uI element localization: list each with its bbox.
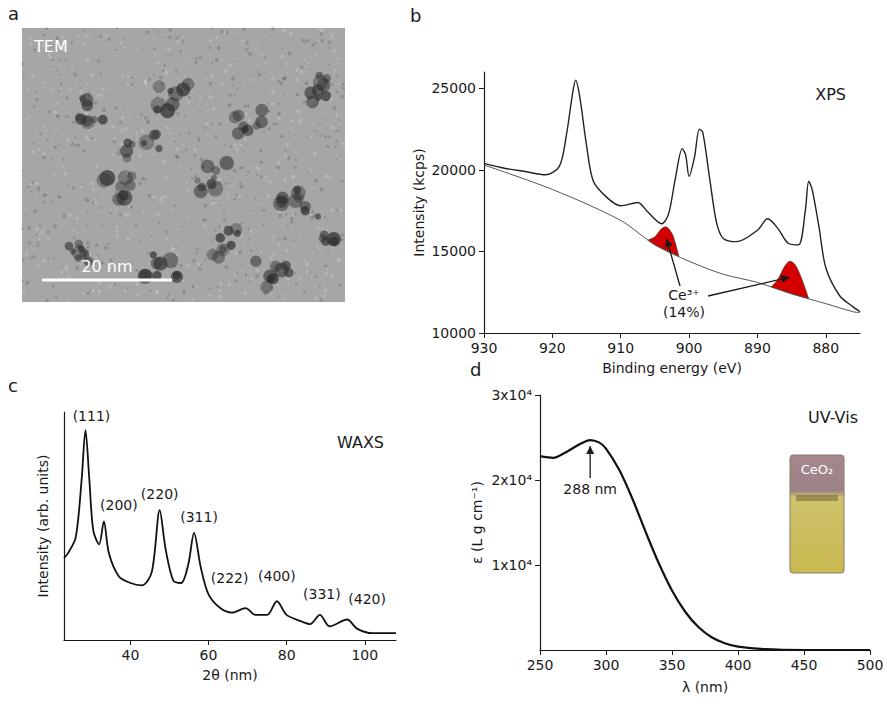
svg-text:CeO₂: CeO₂ — [801, 462, 834, 477]
svg-text:(420): (420) — [348, 591, 386, 607]
svg-text:(14%): (14%) — [663, 304, 705, 320]
svg-text:400: 400 — [725, 657, 752, 673]
svg-text:(331): (331) — [303, 586, 341, 602]
svg-text:1x10⁴: 1x10⁴ — [491, 557, 532, 573]
svg-text:250: 250 — [527, 657, 554, 673]
svg-text:60: 60 — [200, 647, 218, 663]
svg-text:500: 500 — [857, 657, 884, 673]
svg-text:(311): (311) — [180, 509, 218, 525]
svg-text:Ce³⁺: Ce³⁺ — [668, 287, 699, 303]
svg-text:880: 880 — [812, 340, 839, 356]
svg-text:910: 910 — [607, 340, 634, 356]
svg-text:40: 40 — [121, 647, 139, 663]
svg-text:(111): (111) — [73, 408, 111, 424]
svg-text:300: 300 — [593, 657, 620, 673]
svg-text:ε (L g cm⁻¹): ε (L g cm⁻¹) — [469, 481, 485, 564]
svg-text:TEM: TEM — [33, 37, 68, 56]
svg-text:25000: 25000 — [431, 80, 476, 96]
svg-text:350: 350 — [659, 657, 686, 673]
svg-text:c: c — [8, 375, 18, 396]
svg-text:450: 450 — [791, 657, 818, 673]
svg-text:(200): (200) — [100, 497, 138, 513]
svg-text:b: b — [410, 5, 421, 26]
svg-text:Intensity (kcps): Intensity (kcps) — [411, 148, 427, 256]
svg-text:d: d — [470, 359, 481, 380]
svg-text:890: 890 — [744, 340, 771, 356]
svg-text:10000: 10000 — [431, 325, 476, 341]
svg-text:Intensity (arb. units): Intensity (arb. units) — [35, 455, 51, 598]
svg-text:80: 80 — [278, 647, 296, 663]
svg-text:20000: 20000 — [431, 162, 476, 178]
svg-text:Binding energy (eV): Binding energy (eV) — [602, 360, 742, 376]
svg-text:WAXS: WAXS — [337, 433, 384, 452]
svg-text:930: 930 — [471, 340, 498, 356]
svg-text:900: 900 — [676, 340, 703, 356]
svg-text:20 nm: 20 nm — [81, 257, 132, 276]
svg-text:2θ (nm): 2θ (nm) — [202, 667, 257, 683]
svg-text:(220): (220) — [141, 486, 179, 502]
svg-text:(222): (222) — [211, 570, 249, 586]
svg-text:(400): (400) — [258, 568, 296, 584]
svg-text:XPS: XPS — [815, 85, 846, 104]
svg-text:UV-Vis: UV-Vis — [808, 408, 858, 427]
svg-text:2x10⁴: 2x10⁴ — [491, 472, 532, 488]
svg-text:15000: 15000 — [431, 243, 476, 259]
svg-text:100: 100 — [351, 647, 378, 663]
svg-text:a: a — [8, 3, 19, 24]
svg-text:λ (nm): λ (nm) — [682, 679, 728, 695]
svg-text:920: 920 — [539, 340, 566, 356]
svg-text:288 nm: 288 nm — [563, 481, 617, 497]
svg-text:3x10⁴: 3x10⁴ — [491, 387, 532, 403]
